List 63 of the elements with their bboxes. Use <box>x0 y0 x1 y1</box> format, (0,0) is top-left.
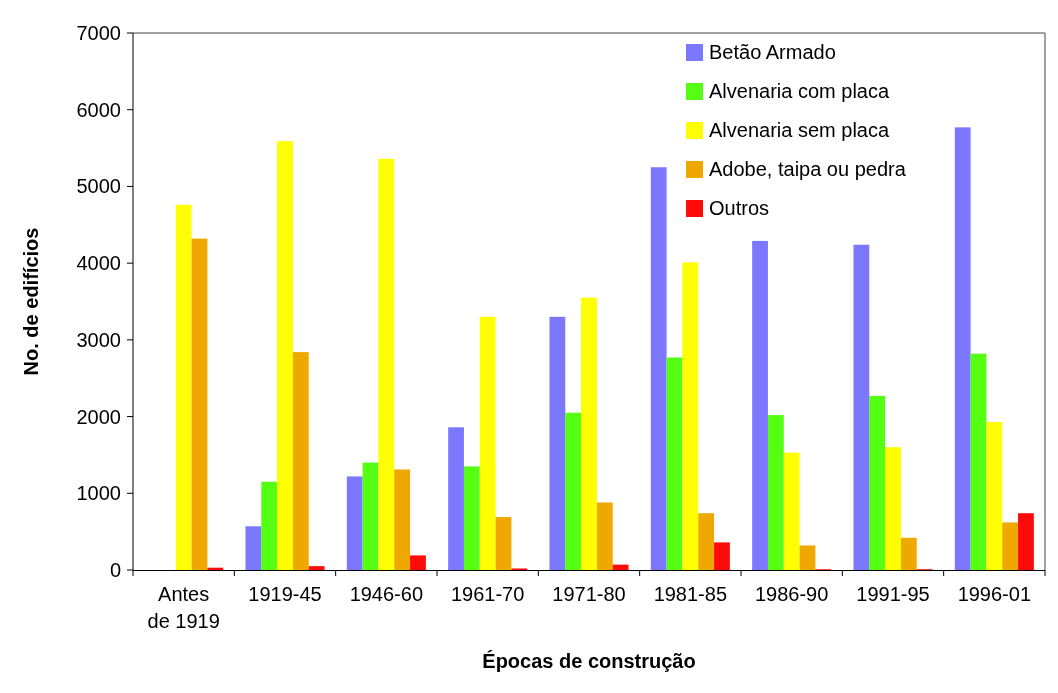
x-tick-label: 1996-01 <box>957 583 1032 605</box>
legend-label: Betão Armado <box>709 41 836 63</box>
bar <box>970 353 987 570</box>
x-tick-label: 1919-45 <box>248 583 322 605</box>
x-tick-label: Antes de 1919 <box>147 583 220 632</box>
bar <box>612 564 629 570</box>
bar <box>292 352 309 570</box>
bar <box>853 244 870 570</box>
x-tick-label: 1971-80 <box>552 583 626 605</box>
bar <box>698 513 715 570</box>
y-tick-label: 1000 <box>76 482 121 505</box>
bar <box>581 297 597 570</box>
bar <box>986 421 1003 570</box>
y-tick-label: 7000 <box>76 22 121 44</box>
x-axis-title: Épocas de construção <box>482 650 696 672</box>
bar <box>378 158 395 570</box>
y-axis-title: No. de edifícios <box>20 227 42 376</box>
y-tick-label: 4000 <box>76 252 121 275</box>
legend-label: Adobe, taipa ou pedra <box>709 158 907 180</box>
bar <box>1018 513 1034 570</box>
bar <box>308 566 325 570</box>
bar <box>1002 522 1019 570</box>
bar <box>596 502 613 570</box>
bar <box>549 316 566 570</box>
bar <box>479 316 496 570</box>
x-tick-label: 1981-85 <box>653 583 728 605</box>
y-tick-label: 2000 <box>76 405 121 428</box>
bar <box>463 466 480 570</box>
bar <box>650 167 667 570</box>
bar <box>767 415 784 570</box>
bar <box>410 555 426 570</box>
x-tick-label: 1946-60 <box>349 583 424 605</box>
legend-label: Outros <box>709 197 770 219</box>
bar <box>885 447 901 570</box>
bar <box>900 537 917 570</box>
bar <box>261 481 278 570</box>
bar <box>346 476 363 570</box>
x-tick-label: 1991-95 <box>856 583 930 605</box>
y-tick-label: 5000 <box>76 175 121 198</box>
bar <box>277 141 293 570</box>
x-tick-label: 1961-70 <box>450 583 525 605</box>
y-tick-label: 3000 <box>76 328 121 351</box>
bar <box>362 462 379 570</box>
bar <box>666 357 683 570</box>
bar <box>175 204 192 570</box>
bar <box>752 240 768 570</box>
bar <box>799 545 816 570</box>
x-tick-label: 1986-90 <box>754 583 829 605</box>
legend-label: Alvenaria sem placa <box>709 119 890 141</box>
bar <box>783 452 800 570</box>
bar <box>191 238 208 570</box>
bar <box>682 262 699 570</box>
y-tick-label: 0 <box>109 559 121 581</box>
bar <box>394 469 411 570</box>
bar <box>245 526 262 570</box>
legend-label: Alvenaria com placa <box>709 80 890 102</box>
y-tick-label: 6000 <box>76 98 121 121</box>
bar <box>448 427 464 570</box>
bar <box>565 412 582 570</box>
bar <box>714 542 730 570</box>
bar <box>954 127 971 570</box>
bar <box>869 395 886 570</box>
bar <box>495 517 512 570</box>
